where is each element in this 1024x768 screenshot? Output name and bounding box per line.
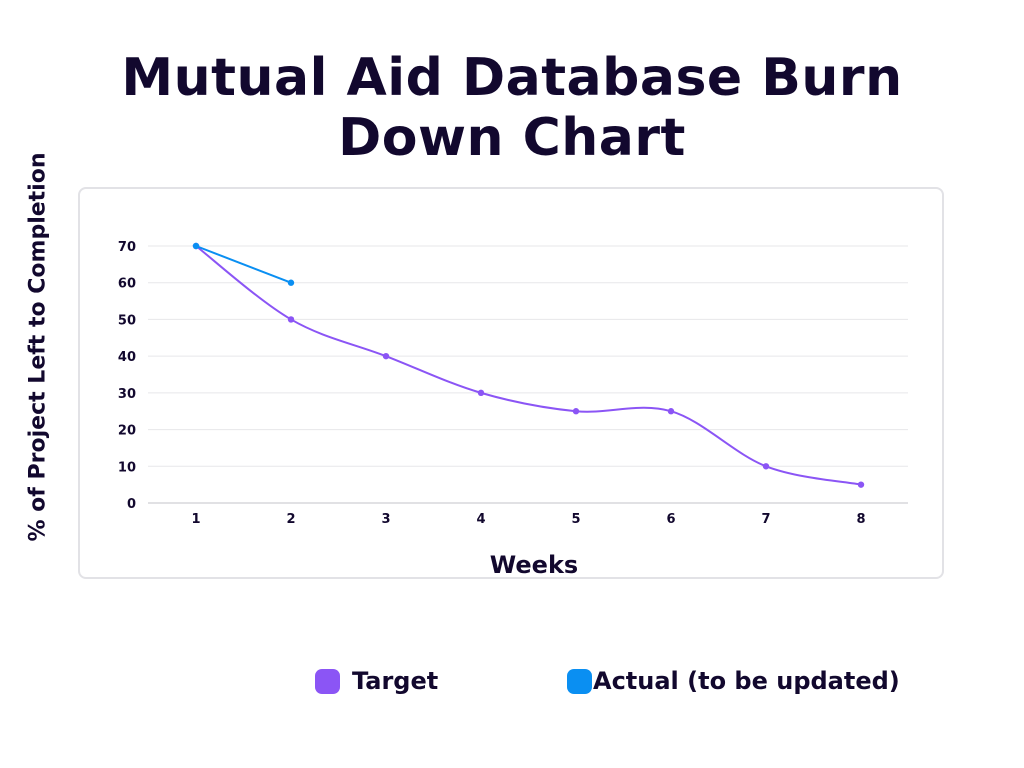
- data-point-target: [477, 389, 485, 397]
- gridlines: [148, 245, 908, 467]
- y-tick-label: 0: [127, 497, 136, 512]
- legend-label-target: Target: [352, 667, 439, 695]
- legend-swatch-actual: [567, 668, 592, 694]
- data-point-target: [857, 481, 865, 488]
- y-tick-label: 50: [118, 313, 136, 328]
- x-tick-label: 7: [761, 512, 770, 527]
- data-point-target: [382, 352, 390, 360]
- data-point-target: [287, 316, 295, 323]
- x-tick-label: 2: [286, 512, 295, 527]
- x-tick-label: 6: [666, 512, 675, 527]
- x-tick-label: 3: [381, 512, 390, 527]
- y-tick-label: 10: [118, 460, 136, 475]
- data-point-target: [572, 408, 580, 415]
- legend-item-actual: Actual (to be updated): [567, 666, 900, 696]
- y-tick-label: 40: [118, 350, 136, 365]
- chart-title: Mutual Aid Database Burn Down Chart: [121, 48, 903, 168]
- data-point-target: [667, 408, 675, 415]
- tick-labels: 0 10 20 30 40 50 60 70 1 2 3 4 5 6 7 8: [118, 240, 866, 527]
- data-point-target: [762, 463, 770, 470]
- data-point-actual: [192, 242, 200, 250]
- x-tick-label: 1: [191, 512, 200, 527]
- y-tick-label: 30: [118, 387, 136, 402]
- legend-item-target: Target: [315, 666, 438, 696]
- x-tick-label: 4: [476, 512, 485, 527]
- chart-panel: [78, 187, 944, 579]
- data-point-actual: [287, 279, 295, 286]
- y-tick-label: 70: [118, 240, 136, 255]
- series-lines: [192, 242, 865, 488]
- series-line-actual: [195, 245, 292, 284]
- x-axis-label: Weeks: [489, 551, 579, 579]
- series-line-target: [195, 245, 862, 486]
- legend-label-actual: Actual (to be updated): [593, 667, 900, 695]
- y-tick-label: 20: [118, 424, 136, 439]
- x-tick-label: 8: [856, 512, 865, 527]
- y-tick-label: 60: [118, 277, 136, 292]
- legend-swatch-target: [315, 668, 340, 694]
- y-axis-label: % of Project Left to Completion: [25, 152, 51, 542]
- x-tick-label: 5: [571, 512, 580, 527]
